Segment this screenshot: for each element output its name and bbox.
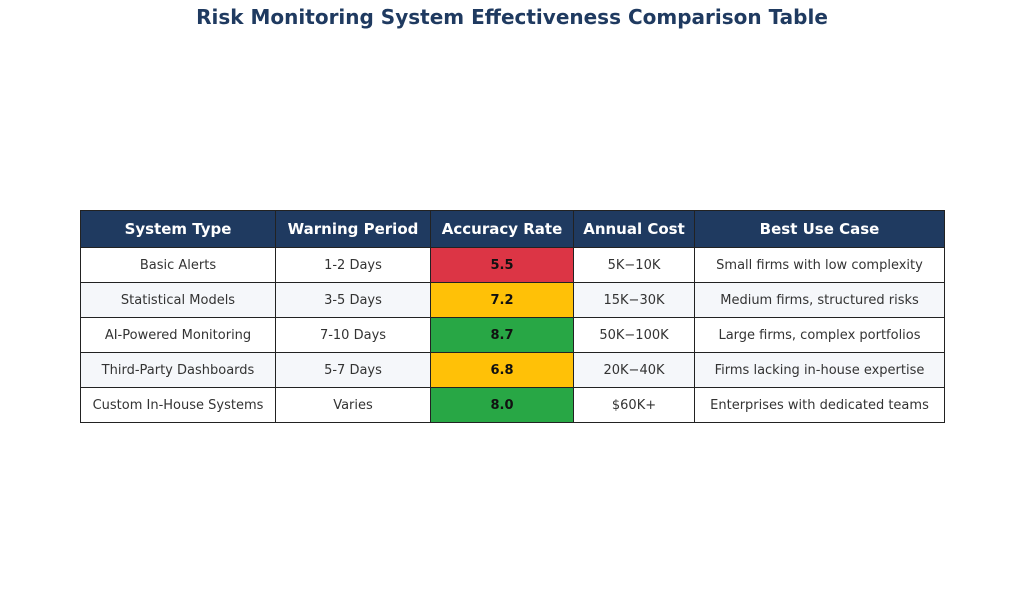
table-row: Basic Alerts 1-2 Days 5.5 5K−10K Small firms… xyxy=(80,247,945,283)
cell-warning-period: 3-5 Days xyxy=(275,282,431,318)
comparison-table: System Type Warning Period Accuracy Rate… xyxy=(80,210,945,423)
cell-annual-cost: $60K+ xyxy=(573,387,695,423)
cell-annual-cost: 50K−100K xyxy=(573,317,695,353)
header-annual-cost: Annual Cost xyxy=(573,210,695,248)
header-row: System Type Warning Period Accuracy Rate… xyxy=(80,210,945,248)
cell-annual-cost: 5K−10K xyxy=(573,247,695,283)
cell-accuracy-rate: 5.5 xyxy=(430,247,574,283)
header-accuracy-rate: Accuracy Rate xyxy=(430,210,574,248)
table-row: AI-Powered Monitoring 7-10 Days 8.7 50K−100… xyxy=(80,317,945,353)
cell-warning-period: 7-10 Days xyxy=(275,317,431,353)
table-row: Custom In-House Systems Varies 8.0 $60K+ Ent… xyxy=(80,387,945,423)
cell-best-use-case: Enterprises with dedicated teams xyxy=(694,387,945,423)
cell-accuracy-rate: 7.2 xyxy=(430,282,574,318)
table-row: Third-Party Dashboards 5-7 Days 6.8 20K−40K… xyxy=(80,352,945,388)
cell-accuracy-rate: 8.0 xyxy=(430,387,574,423)
cell-system-type: Statistical Models xyxy=(80,282,276,318)
header-best-use-case: Best Use Case xyxy=(694,210,945,248)
cell-annual-cost: 20K−40K xyxy=(573,352,695,388)
cell-best-use-case: Small firms with low complexity xyxy=(694,247,945,283)
header-warning-period: Warning Period xyxy=(275,210,431,248)
page-title: Risk Monitoring System Effectiveness Com… xyxy=(196,5,828,29)
cell-system-type: Basic Alerts xyxy=(80,247,276,283)
cell-accuracy-rate: 6.8 xyxy=(430,352,574,388)
cell-system-type: Custom In-House Systems xyxy=(80,387,276,423)
cell-best-use-case: Medium firms, structured risks xyxy=(694,282,945,318)
cell-warning-period: 1-2 Days xyxy=(275,247,431,283)
cell-warning-period: Varies xyxy=(275,387,431,423)
cell-system-type: AI-Powered Monitoring xyxy=(80,317,276,353)
header-system-type: System Type xyxy=(80,210,276,248)
cell-accuracy-rate: 8.7 xyxy=(430,317,574,353)
cell-best-use-case: Firms lacking in-house expertise xyxy=(694,352,945,388)
table-row: Statistical Models 3-5 Days 7.2 15K−30K Medi… xyxy=(80,282,945,318)
cell-annual-cost: 15K−30K xyxy=(573,282,695,318)
cell-best-use-case: Large firms, complex portfolios xyxy=(694,317,945,353)
cell-system-type: Third-Party Dashboards xyxy=(80,352,276,388)
cell-warning-period: 5-7 Days xyxy=(275,352,431,388)
